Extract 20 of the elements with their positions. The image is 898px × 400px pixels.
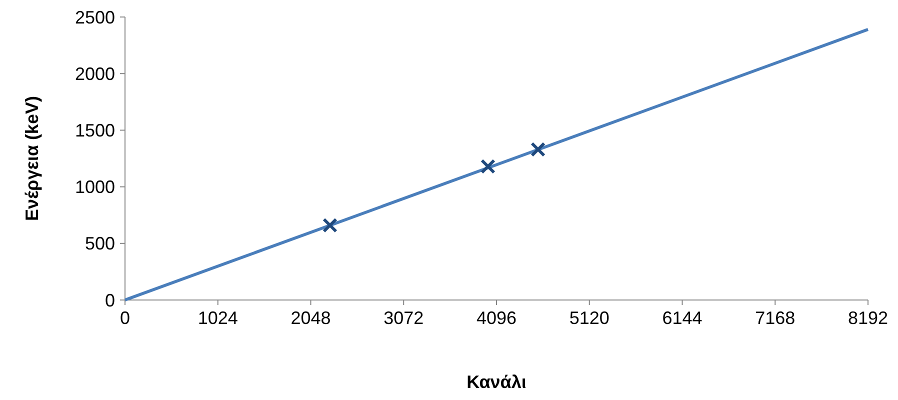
- y-tick-label: 2000: [74, 64, 115, 84]
- y-tick-label: 0: [104, 290, 115, 310]
- point: [322, 218, 338, 233]
- y-tick-label: 1000: [74, 177, 115, 198]
- x-tick-label: 2048: [290, 308, 331, 328]
- x-tick-label: 1024: [198, 308, 238, 328]
- x-tick-label: 8192: [848, 308, 888, 328]
- x-tick-label: 5120: [569, 308, 610, 328]
- x-tick-label: 7168: [755, 308, 796, 328]
- x-axis-title: Κανάλι: [466, 372, 526, 392]
- y-tick-label: 2500: [74, 7, 115, 28]
- point: [530, 142, 546, 157]
- y-tick-label: 500: [84, 234, 115, 254]
- x-tick-label: 0: [120, 308, 130, 328]
- y-axis-title: Ενέργεια (keV): [22, 96, 42, 221]
- x-tick-label: 4096: [476, 308, 517, 328]
- y-tick-label: 1500: [74, 120, 115, 140]
- x-tick-label: 3072: [384, 308, 424, 328]
- point: [480, 158, 496, 174]
- x-tick-label: 6144: [662, 308, 702, 328]
